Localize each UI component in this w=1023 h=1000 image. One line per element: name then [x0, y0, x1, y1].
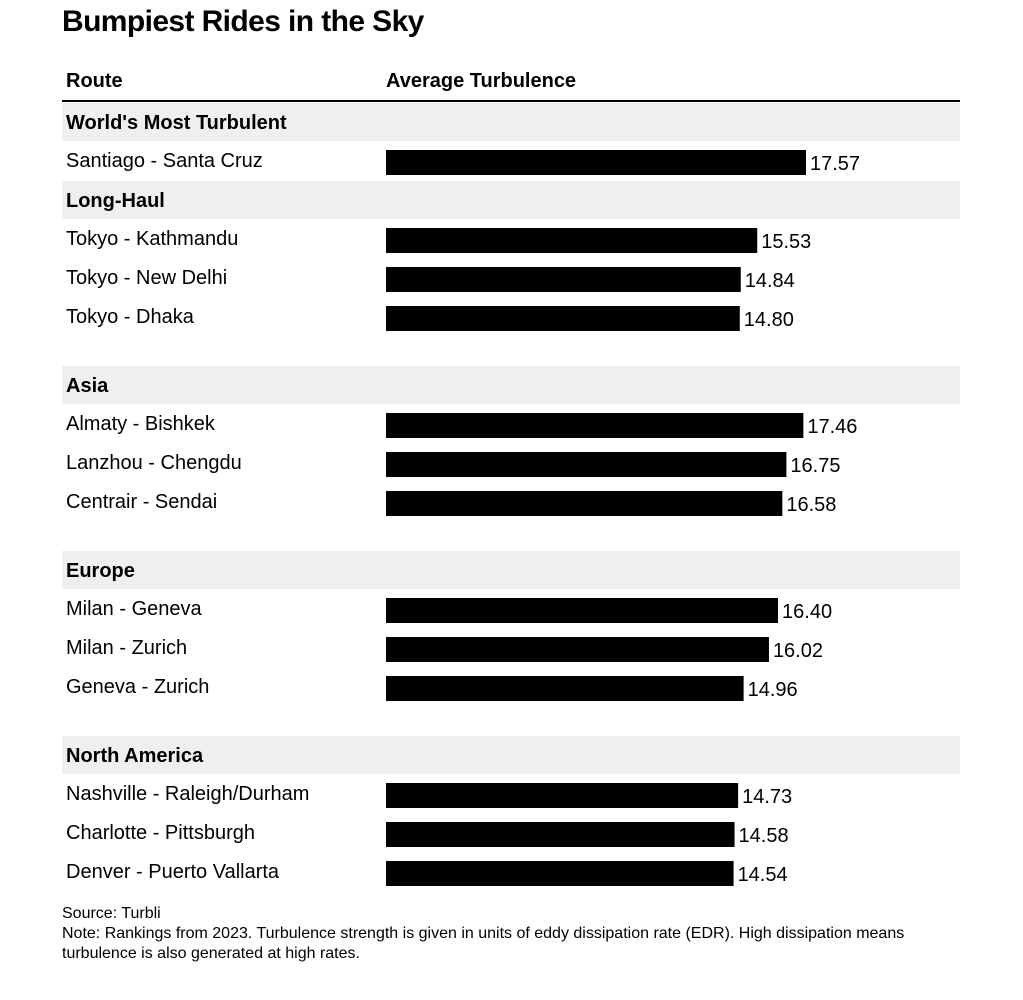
turbulence-bar	[386, 306, 740, 331]
turbulence-bar	[386, 413, 804, 438]
route-label: Nashville - Raleigh/Durham	[66, 783, 309, 805]
turbulence-bar	[386, 783, 739, 808]
chart-title: Bumpiest Rides in the Sky	[62, 5, 424, 38]
route-label: Denver - Puerto Vallarta	[66, 861, 280, 883]
route-label: Tokyo - Dhaka	[66, 306, 195, 328]
turbulence-bar	[386, 267, 741, 292]
turbulence-bar	[386, 676, 744, 701]
turbulence-bar	[386, 861, 734, 886]
route-label: Almaty - Bishkek	[66, 413, 216, 435]
value-label: 14.54	[738, 864, 788, 886]
turbulence-bar	[386, 491, 783, 516]
route-label: Milan - Zurich	[66, 637, 187, 659]
route-label: Tokyo - New Delhi	[66, 267, 227, 289]
group-label: North America	[66, 745, 204, 767]
value-label: 14.96	[748, 679, 798, 701]
group-band	[62, 736, 960, 774]
value-label: 16.40	[782, 601, 832, 623]
value-label: 14.73	[742, 786, 792, 808]
turbulence-bar	[386, 637, 769, 662]
route-column-header: Route	[66, 70, 123, 92]
group-label: Asia	[66, 375, 109, 397]
chart-footer: Source: Turbli Note: Rankings from 2023.…	[62, 904, 942, 964]
value-label: 14.84	[745, 270, 795, 292]
methodology-note: Note: Rankings from 2023. Turbulence str…	[62, 925, 905, 962]
route-label: Charlotte - Pittsburgh	[66, 822, 255, 844]
turbulence-bar	[386, 822, 735, 847]
value-label: 14.58	[739, 825, 789, 847]
group-band	[62, 103, 960, 141]
value-label: 16.02	[773, 640, 823, 662]
value-label: 16.75	[790, 455, 840, 477]
group-label: Long-Haul	[66, 190, 165, 212]
value-column-header: Average Turbulence	[386, 70, 577, 92]
header-rule	[62, 100, 960, 102]
value-label: 15.53	[761, 231, 811, 253]
value-label: 16.58	[786, 494, 836, 516]
turbulence-bar-chart: World's Most Turbulent Santiago - Santa C…	[62, 103, 960, 886]
route-label: Centrair - Sendai	[66, 491, 217, 513]
group-band	[62, 551, 960, 589]
route-label: Tokyo - Kathmandu	[66, 228, 238, 250]
route-label: Milan - Geneva	[66, 598, 202, 620]
group-label: World's Most Turbulent	[66, 112, 287, 134]
route-label: Geneva - Zurich	[66, 676, 209, 698]
value-label: 17.57	[810, 153, 860, 175]
source-note: Source: Turbli	[62, 905, 161, 922]
value-label: 14.80	[744, 309, 794, 331]
turbulence-bar	[386, 598, 779, 623]
turbulence-bar	[386, 150, 806, 175]
turbulence-bar	[386, 228, 758, 253]
turbulence-bar	[386, 452, 787, 477]
value-label: 17.46	[807, 416, 857, 438]
group-band	[62, 366, 960, 404]
group-band	[62, 181, 960, 219]
route-label: Santiago - Santa Cruz	[66, 150, 263, 172]
group-label: Europe	[66, 560, 135, 582]
route-label: Lanzhou - Chengdu	[66, 452, 242, 474]
